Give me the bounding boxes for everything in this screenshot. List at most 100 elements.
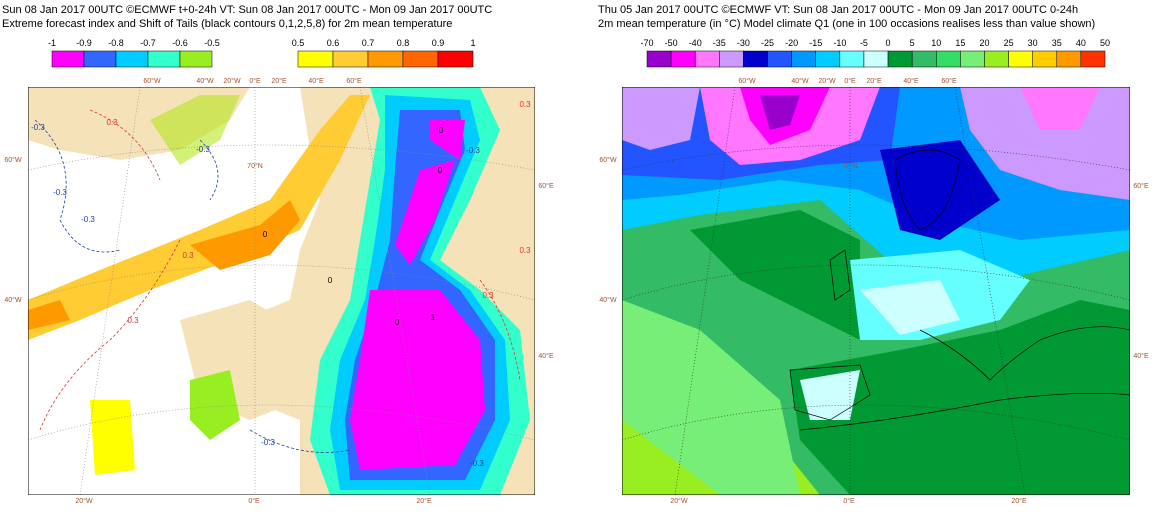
colorbar-label: 5	[910, 38, 915, 48]
colorbar-label: 0.7	[362, 38, 375, 48]
contour-label: -0.3	[261, 438, 275, 447]
colorbar-label: -70	[640, 38, 653, 48]
colorbar-label: 30	[1028, 38, 1038, 48]
map-coordinate-label: 60°W	[738, 77, 756, 85]
map-coordinate-label: 60°E	[538, 182, 554, 190]
contour-label: -0.3	[196, 145, 210, 154]
colorbar-label: 1	[470, 38, 475, 48]
colorbar-label: -5	[860, 38, 868, 48]
colorbar-label: 0.6	[327, 38, 340, 48]
map-coordinate-label: 60°W	[143, 77, 161, 85]
colorbar-label: 25	[1004, 38, 1014, 48]
map-coordinate-label: 40°W	[4, 296, 22, 304]
colorbar-swatch	[367, 50, 404, 68]
colorbar-swatch	[887, 50, 913, 68]
colorbar-swatch	[839, 50, 865, 68]
map-coordinate-label: 60°E	[941, 77, 957, 85]
colorbar-label: -25	[761, 38, 774, 48]
contour-label: -0.3	[81, 215, 95, 224]
colorbar-swatch	[332, 50, 369, 68]
colorbar-label: -10	[833, 38, 846, 48]
contour-label: 0	[263, 230, 268, 239]
colorbar-label: 35	[1052, 38, 1062, 48]
colorbar-swatch	[863, 50, 889, 68]
colorbar-swatch	[743, 50, 768, 68]
map-coordinate-label: 20°W	[75, 497, 93, 505]
contour-label: 0	[439, 126, 444, 135]
contour-label: 0	[395, 318, 400, 327]
colorbar-label: 15	[955, 38, 965, 48]
colorbar-label: 0.9	[432, 38, 445, 48]
colorbar-swatch	[1008, 50, 1033, 68]
map-coordinate-label: 20°W	[818, 77, 836, 85]
colorbar-label: -1	[48, 38, 56, 48]
map-coordinate-label: 70°N	[842, 162, 858, 170]
map-coordinate-label: 40°E	[538, 352, 554, 360]
map-coordinate-label: 40°W	[599, 296, 617, 304]
colorbar-swatch	[1032, 50, 1058, 68]
colorbar-swatch	[402, 50, 439, 68]
colorbar-swatch	[115, 50, 149, 68]
colorbar-label: -0.7	[140, 38, 156, 48]
left-title-2: Extreme forecast index and Shift of Tail…	[2, 18, 452, 30]
contour-label: 0	[328, 276, 333, 285]
colorbar-swatch	[1056, 50, 1082, 68]
contour-label: -0.3	[53, 188, 67, 197]
colorbar-label: -35	[713, 38, 726, 48]
contour-label: 0.3	[127, 316, 139, 325]
colorbar-swatch	[179, 50, 213, 68]
colorbar-swatch	[83, 50, 117, 68]
map-coordinate-label: 0°E	[844, 77, 856, 85]
map-coordinate-label: 20°W	[670, 497, 688, 505]
contour-label: 0.3	[106, 118, 118, 127]
map-coordinate-label: 40°E	[903, 77, 919, 85]
colorbar-swatch	[791, 50, 816, 68]
map-coordinate-label: 40°E	[308, 77, 324, 85]
map-coordinate-label: 20°E	[1011, 497, 1027, 505]
colorbar-label: -0.9	[76, 38, 92, 48]
left-title-1: Sun 08 Jan 2017 00UTC ©ECMWF t+0-24h VT:…	[2, 4, 492, 16]
colorbar-swatch	[694, 50, 720, 68]
left-map	[28, 87, 535, 495]
colorbar-swatch	[297, 50, 334, 68]
colorbar-swatch	[437, 50, 474, 68]
colorbar-label: 50	[1100, 38, 1110, 48]
colorbar-swatch	[646, 50, 672, 68]
map-coordinate-label: 0°E	[248, 497, 260, 505]
map-coordinate-label: 20°E	[416, 497, 432, 505]
contour-label: -0.3	[31, 123, 45, 132]
map-coordinate-label: 70°N	[247, 162, 263, 170]
contour-label: 0.3	[182, 251, 194, 260]
contour-label: 0.3	[519, 246, 531, 255]
colorbar-swatch	[51, 50, 85, 68]
colorbar-swatch	[719, 50, 744, 68]
colorbar-swatch	[960, 50, 985, 68]
map-coordinate-label: 40°E	[1133, 352, 1149, 360]
colorbar-swatch	[815, 50, 841, 68]
colorbar-swatch	[1080, 50, 1106, 68]
colorbar-label: -40	[689, 38, 702, 48]
map-coordinate-label: 60°E	[346, 77, 362, 85]
contour-label: 1	[431, 313, 436, 322]
map-coordinate-label: 20°E	[271, 77, 287, 85]
map-coordinate-label: 40°W	[196, 77, 214, 85]
colorbar-swatch	[147, 50, 181, 68]
map-coordinate-label: 20°W	[223, 77, 241, 85]
colorbar-swatch	[767, 50, 792, 68]
colorbar-label: -15	[809, 38, 822, 48]
right-map	[622, 87, 1130, 495]
map-coordinate-label: 60°E	[1133, 182, 1149, 190]
colorbar-label: 10	[931, 38, 941, 48]
colorbar-label: -30	[737, 38, 750, 48]
contour-label: -0.3	[470, 459, 484, 468]
colorbar-label: -0.6	[172, 38, 188, 48]
right-title-2: 2m mean temperature (in °C) Model climat…	[598, 18, 1095, 30]
contour-label: 0.3	[519, 100, 531, 109]
map-coordinate-label: 0°E	[843, 497, 855, 505]
contour-label: 0	[438, 166, 443, 175]
colorbar-label: 20	[979, 38, 989, 48]
colorbar-label: -50	[665, 38, 678, 48]
contour-label: -0.3	[466, 146, 480, 155]
